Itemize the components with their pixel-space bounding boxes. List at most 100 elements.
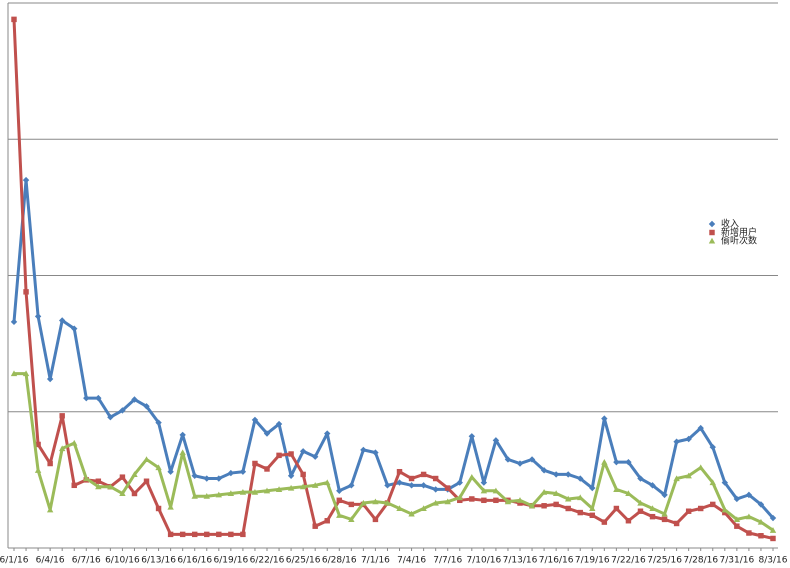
legend-label: 偷听次数 [721,235,757,247]
x-tick-label: 7/31/16 [720,556,755,566]
x-tick-label: 7/22/16 [611,556,646,566]
data-point [143,456,150,462]
data-point [589,512,596,519]
data-point [685,472,692,479]
data-point [215,475,223,482]
data-point [287,484,295,491]
x-tick-label: 6/4/16 [36,556,65,566]
data-point [528,456,536,463]
data-point [540,488,548,495]
data-point [11,16,17,23]
data-point [95,478,102,484]
data-point [336,497,343,504]
data-point [552,471,560,478]
data-point [239,488,247,495]
data-point [625,490,632,497]
data-point [240,531,246,538]
data-point [709,479,716,486]
data-point [420,482,427,489]
data-point [324,430,331,437]
data-point [769,514,777,522]
legend-label: 新增用户 [721,226,757,238]
data-point [601,519,608,525]
data-point [721,479,729,486]
data-point [203,475,210,482]
data-point [227,469,235,477]
data-point [299,448,307,455]
data-point [601,458,608,465]
data-point [710,501,716,508]
data-point [553,501,559,508]
data-point [721,506,729,513]
data-point [203,493,210,499]
data-point [492,487,500,494]
data-point [348,482,355,489]
data-point [420,505,427,512]
data-point [613,505,620,512]
data-point [493,497,499,504]
data-point [227,490,235,497]
data-point [191,531,198,538]
data-point [408,510,415,517]
x-tick-label: 7/28/16 [683,556,718,566]
data-point [469,496,475,502]
data-point [167,531,174,538]
data-point [143,478,150,484]
x-tick-label: 6/22/16 [250,556,285,566]
data-point [444,498,451,505]
data-point [432,486,439,493]
data-point [167,503,174,510]
legend-marker [708,237,716,244]
data-point [360,499,367,506]
data-point [396,479,403,486]
data-point [264,466,270,472]
data-point [167,468,174,475]
series-line [12,178,775,520]
data-point [216,531,222,538]
data-point [625,458,632,466]
data-point [456,479,463,486]
data-point [179,449,186,456]
data-point [336,512,343,518]
x-tick-label: 7/19/16 [575,556,610,566]
data-point [23,289,29,295]
data-point [131,490,138,497]
data-point [95,483,102,490]
data-point [492,437,500,444]
data-point [263,487,271,494]
data-point [625,518,632,524]
data-point [770,535,776,542]
data-point [601,415,608,422]
data-point [239,468,247,475]
x-tick-label: 7/10/16 [467,556,502,566]
data-point [709,443,716,451]
data-point [311,453,319,460]
data-point [552,490,560,497]
data-point [46,375,54,383]
data-point [35,441,41,448]
data-point [746,530,752,536]
data-point [589,484,596,492]
x-tick-label: 6/1/16 [0,556,29,566]
data-point [697,505,704,512]
x-tick-label: 8/3/16 [759,556,788,566]
data-point [47,460,53,467]
data-point [324,518,330,524]
data-point [504,456,512,463]
data-point [637,508,644,514]
data-point [673,520,680,527]
data-point [504,498,512,505]
data-point [637,499,644,506]
data-point [649,513,656,520]
data-point [299,483,307,490]
x-tick-label: 7/7/16 [433,556,462,566]
data-point [131,471,138,477]
legend-marker [709,229,715,236]
data-point [287,472,295,479]
data-point [58,445,66,452]
data-point [480,487,488,494]
data-point [456,494,463,501]
data-point [119,474,126,480]
data-point [191,493,198,499]
